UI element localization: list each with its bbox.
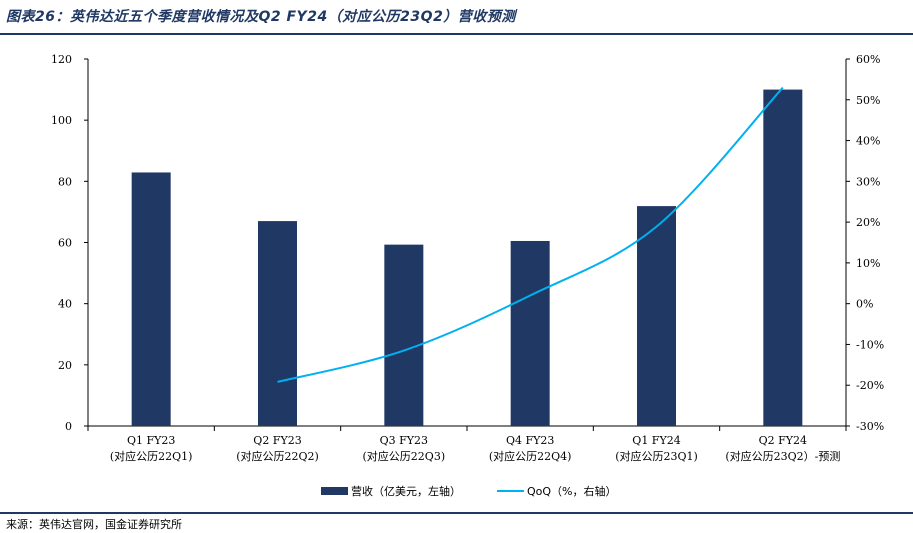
left-tick-label: 60 [58, 237, 72, 250]
revenue-bar [510, 240, 550, 426]
revenue-bar [637, 206, 676, 426]
chart-title: 图表26：英伟达近五个季度营收情况及Q2 FY24（对应公历23Q2）营收预测 [6, 9, 516, 25]
right-tick-label: 30% [856, 175, 880, 188]
left-tick-label: 0 [65, 420, 72, 433]
x-tick-label: Q4 FY23 [506, 434, 554, 447]
left-tick-label: 20 [58, 359, 72, 372]
x-tick-sublabel: (对应公历23Q2）-预测 [725, 449, 840, 463]
x-tick-label: Q1 FY23 [127, 434, 175, 447]
x-tick-sublabel: (对应公历22Q4) [489, 449, 572, 463]
right-tick-label: 60% [856, 53, 880, 66]
x-tick-label: Q3 FY23 [380, 434, 428, 447]
right-tick-label: 0% [856, 298, 873, 311]
x-tick-sublabel: (对应公历22Q3) [363, 449, 446, 463]
legend-label-qoq: QoQ（%，右轴） [527, 484, 617, 498]
left-tick-label: 120 [51, 53, 72, 66]
legend-swatch-revenue [321, 487, 348, 495]
legend-label-revenue: 营收（亿美元，左轴） [351, 484, 461, 498]
revenue-bar [384, 244, 424, 426]
qoq-line [277, 86, 784, 383]
right-tick-label: 50% [856, 94, 880, 107]
revenue-bar [763, 89, 803, 426]
right-tick-label: 40% [856, 135, 880, 148]
x-tick-label: Q2 FY23 [253, 434, 301, 447]
x-tick-label: Q2 FY24 [759, 434, 807, 447]
source-note: 来源：英伟达官网，国金证券研究所 [6, 518, 182, 531]
left-tick-label: 100 [51, 114, 72, 127]
x-tick-label: Q1 FY24 [632, 434, 680, 447]
left-tick-label: 80 [58, 175, 72, 188]
top-rule [0, 33, 913, 35]
revenue-bar [258, 221, 297, 426]
right-tick-label: 10% [856, 257, 880, 270]
bottom-rule [0, 512, 913, 514]
x-tick-sublabel: (对应公历23Q1) [615, 449, 698, 463]
right-tick-label: 20% [856, 216, 880, 229]
x-tick-sublabel: (对应公历22Q2) [236, 449, 319, 463]
right-tick-label: -20% [856, 379, 884, 392]
left-tick-label: 40 [58, 298, 72, 311]
x-tick-sublabel: (对应公历22Q1) [110, 449, 193, 463]
right-tick-label: -10% [856, 338, 884, 351]
revenue-bar [131, 172, 171, 426]
right-tick-label: -30% [856, 420, 884, 433]
